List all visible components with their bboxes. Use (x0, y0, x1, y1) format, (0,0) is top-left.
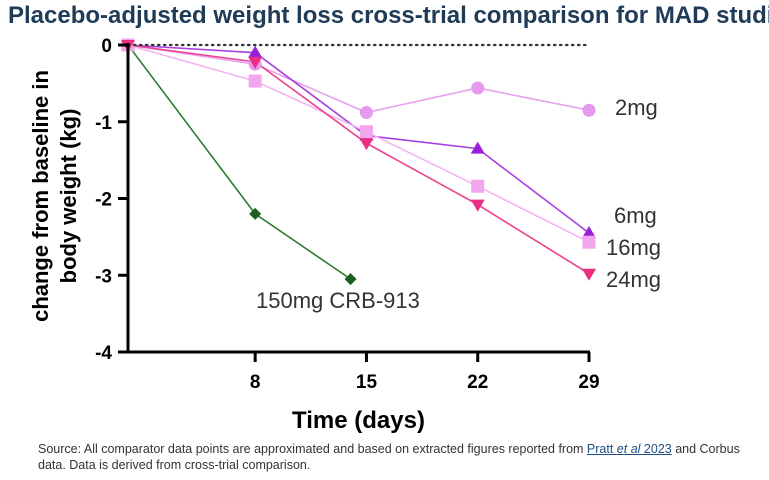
series-label-6mg: 6mg (614, 203, 657, 228)
data-point-24mg (582, 268, 596, 281)
y-tick-label: -1 (95, 113, 112, 134)
data-point-16mg (582, 235, 596, 249)
reference-author[interactable]: Pratt (586, 442, 617, 456)
reference-link[interactable]: Pratt et al 2023 (587, 442, 672, 456)
x-tick-label: 29 (578, 372, 599, 393)
source-footnote: Source: All comparator data points are a… (38, 441, 758, 473)
data-point-6mg (248, 45, 263, 58)
series-lines (127, 44, 590, 280)
series-line-24mg (127, 44, 590, 275)
series-line-16mg (127, 44, 590, 243)
data-point-6mg (470, 141, 485, 154)
series-markers (121, 38, 596, 286)
y-axis-title: change from baseline in body weight (kg) (28, 70, 81, 322)
y-tick-label: -4 (95, 343, 112, 364)
series-line-6mg (127, 44, 590, 234)
x-axis-title: Time (days) (292, 407, 425, 434)
y-axis-title-line: body weight (kg) (56, 109, 81, 284)
data-point-6mg (582, 226, 596, 239)
data-point-16mg (359, 125, 373, 139)
series-line-2mg (127, 44, 590, 114)
chart: 0 -1 -2 -3 -4 8 15 22 29 Time (days) change from b… (28, 36, 661, 434)
series-label-16mg: 16mg (606, 235, 661, 260)
data-point-16mg (248, 74, 262, 88)
data-point-2mg (582, 103, 596, 117)
data-point-24mg (248, 56, 263, 69)
series-label-2mg: 2mg (615, 95, 658, 120)
data-point-24mg (359, 138, 374, 151)
data-point-150mg-crb-913 (249, 207, 262, 220)
series-line-150mg-crb-913 (127, 44, 352, 280)
y-axis-title-line: change from baseline in (28, 70, 53, 322)
x-tick-label: 8 (250, 372, 261, 393)
axes: 0 -1 -2 -3 -4 8 15 22 29 Time (days) change from b… (28, 36, 600, 434)
reference-etal[interactable]: et al (616, 442, 641, 456)
series-label-24mg: 24mg (606, 267, 661, 292)
data-point-24mg (470, 199, 485, 212)
series-labels: 150mg CRB-913 2mg 6mg 16mg 24mg (256, 95, 661, 313)
footnote-text-after: and Corbus data. Data is derived from cr… (38, 442, 740, 472)
y-tick-label: -3 (95, 266, 112, 287)
data-point-2mg (359, 106, 373, 120)
footnote-text-before: Source: All comparator data points are a… (38, 442, 587, 456)
data-point-150mg-crb-913 (344, 273, 357, 286)
data-point-2mg (471, 81, 485, 95)
reference-year[interactable]: 2023 (640, 442, 672, 456)
y-tick-label: -2 (95, 190, 112, 211)
data-point-16mg (471, 179, 485, 193)
chart-title: Placebo-adjusted weight loss cross-trial… (8, 2, 769, 29)
y-tick-label: 0 (101, 36, 112, 57)
series-label-150mg-crb-913: 150mg CRB-913 (256, 288, 420, 313)
x-tick-label: 22 (467, 372, 488, 393)
x-tick-label: 15 (356, 372, 378, 393)
